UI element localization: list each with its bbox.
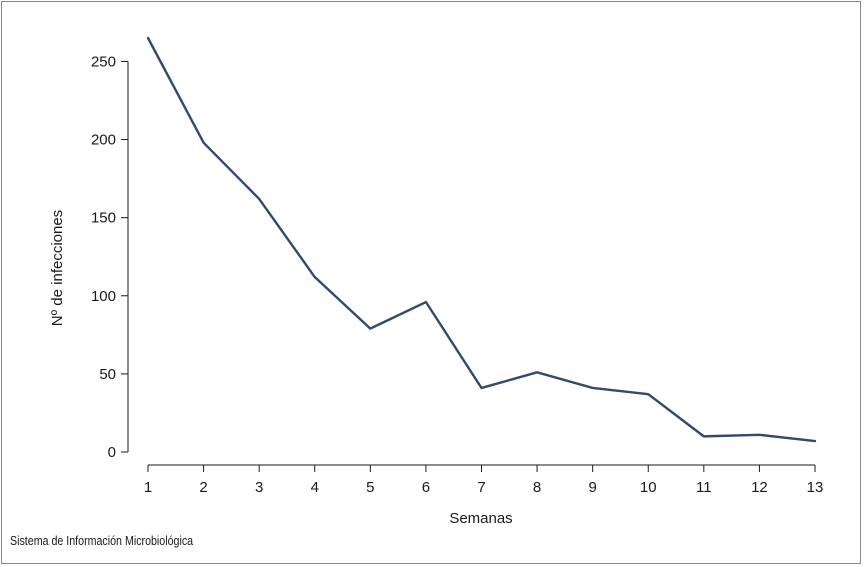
y-axis: 0 50 100 150 200 250 (91, 53, 129, 461)
series-line (146, 36, 817, 443)
x-tick-label: 2 (199, 479, 207, 496)
source-note: Sistema de Información Microbiológica (10, 533, 194, 548)
x-tick-label: 5 (366, 479, 374, 496)
x-tick-label: 8 (533, 479, 541, 496)
x-tick-label: 10 (640, 479, 657, 496)
y-tick-label: 100 (91, 288, 116, 305)
y-tick-label: 0 (108, 444, 116, 461)
x-tick-label: 6 (422, 479, 430, 496)
x-tick-label: 9 (588, 479, 596, 496)
x-tick-label: 4 (311, 479, 319, 496)
x-tick-label: 7 (477, 479, 485, 496)
y-axis-title: Nº de infecciones (49, 210, 66, 326)
x-tick-label: 3 (255, 479, 263, 496)
x-axis: 1 2 3 4 5 6 7 8 9 10 11 12 13 (144, 464, 824, 496)
series-layer (146, 36, 817, 443)
x-tick-label: 1 (144, 479, 152, 496)
y-tick-label: 250 (91, 53, 116, 70)
x-tick-label: 13 (807, 479, 824, 496)
y-tick-label: 50 (99, 366, 116, 383)
x-tick-label: 11 (696, 479, 712, 496)
x-tick-label: 12 (751, 479, 768, 496)
y-tick-label: 150 (91, 210, 116, 227)
y-tick-label: 200 (91, 132, 116, 149)
x-axis-title: Semanas (449, 510, 512, 527)
